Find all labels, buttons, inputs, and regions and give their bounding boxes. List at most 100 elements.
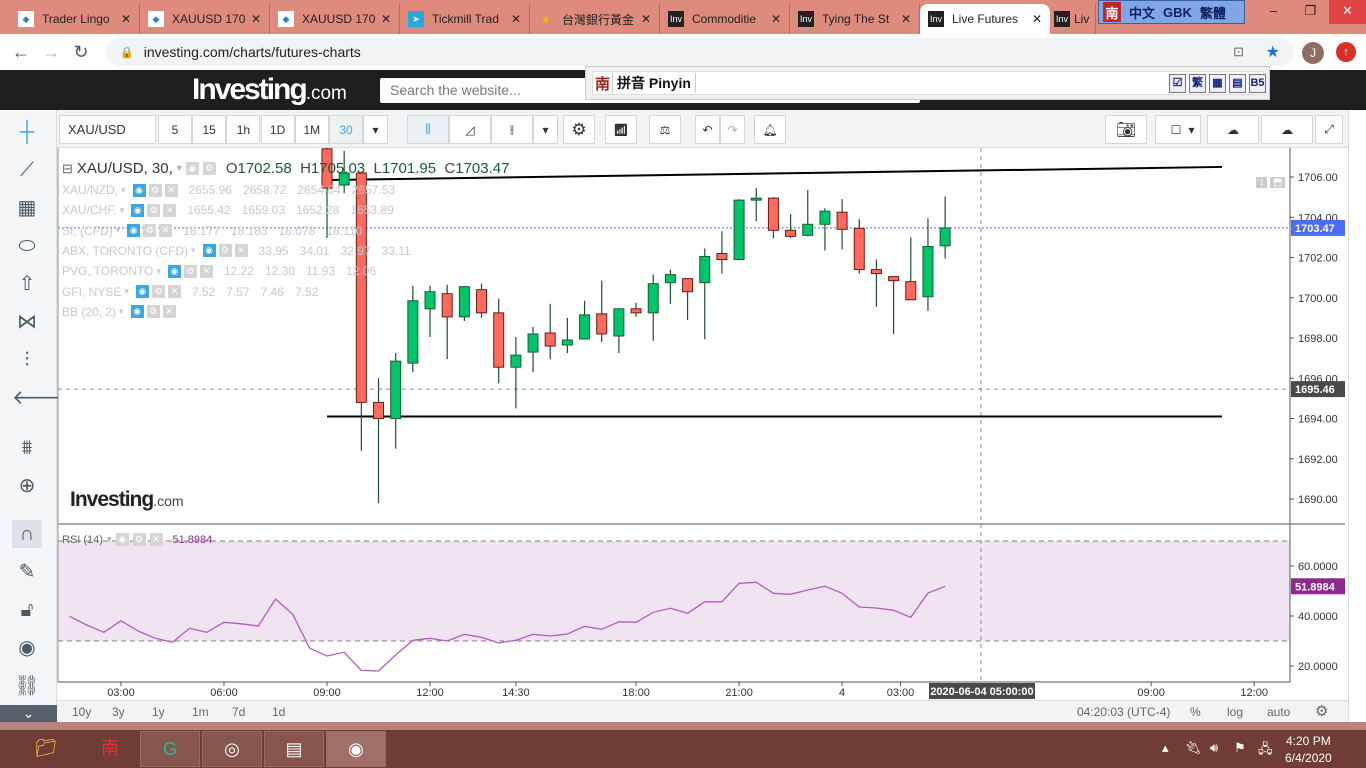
close-tab-icon[interactable]: ✕ bbox=[120, 12, 131, 26]
lock-drawing-icon[interactable]: ✎ bbox=[18, 561, 36, 583]
auto-scale-toggle[interactable]: auto bbox=[1267, 705, 1291, 719]
investing-logo[interactable]: Investing.com bbox=[192, 73, 347, 107]
chart-type-dropdown-icon[interactable]: ▾ bbox=[533, 115, 558, 144]
close-icon[interactable]: ✕ bbox=[199, 264, 213, 278]
gear-icon[interactable]: ⚙ bbox=[151, 285, 165, 298]
trendline-icon[interactable]: ⟋ bbox=[20, 159, 34, 181]
bars-icon[interactable]: ⫲ bbox=[491, 115, 533, 144]
unlock-icon[interactable]: 🔓︎ bbox=[20, 599, 34, 621]
percent-scale-toggle[interactable]: % bbox=[1190, 705, 1201, 719]
avatar[interactable]: J bbox=[1302, 42, 1324, 64]
close-icon[interactable]: ✕ bbox=[149, 533, 163, 546]
arrow-up-icon[interactable]: ⇧ bbox=[18, 273, 36, 295]
show-hidden-icons[interactable]: ▴ bbox=[1162, 740, 1169, 755]
browser-tab[interactable]: Inv Commoditie ✕ bbox=[660, 4, 790, 34]
page-scrollbar[interactable] bbox=[1348, 110, 1366, 722]
dropdown-icon[interactable]: ▾ bbox=[121, 184, 126, 195]
close-tab-icon[interactable]: ✕ bbox=[770, 12, 781, 26]
dropdown-icon[interactable]: ▾ bbox=[115, 225, 121, 236]
range-1m[interactable]: 1m bbox=[192, 705, 209, 719]
eye-icon[interactable]: ◉ bbox=[132, 183, 146, 197]
file-explorer-icon[interactable]: 📁︎ bbox=[34, 738, 58, 758]
interval-5[interactable]: 5 bbox=[158, 115, 192, 144]
browser-tab[interactable]: Inv Live Futures ✕ bbox=[920, 4, 1050, 34]
link-icon[interactable]: ⛓︎ bbox=[14, 675, 40, 697]
fibonacci-icon[interactable]: ▦ bbox=[17, 197, 37, 219]
undo-icon[interactable]: ↶ bbox=[695, 115, 720, 144]
browser-tab[interactable]: ◆ Trader Lingo ✕ bbox=[10, 4, 140, 34]
range-3y[interactable]: 3y bbox=[112, 705, 125, 719]
grammarly-icon[interactable]: G bbox=[140, 731, 200, 767]
browser-tab[interactable]: Inv Tying The St ✕ bbox=[790, 4, 920, 34]
range-1y[interactable]: 1y bbox=[152, 705, 165, 719]
close-icon[interactable]: ✕ bbox=[167, 285, 181, 298]
update-icon[interactable]: ↑ bbox=[1336, 42, 1356, 62]
close-tab-icon[interactable]: ✕ bbox=[640, 12, 651, 26]
settings-gear-icon[interactable]: ⚙ bbox=[563, 115, 595, 144]
pane-maximize-icon[interactable]: ⬒ bbox=[1270, 177, 1286, 188]
area-chart-icon[interactable]: ◿ bbox=[449, 115, 491, 144]
eye-icon[interactable]: ◉ bbox=[135, 285, 149, 298]
bookmark-star-icon[interactable]: ★ bbox=[1265, 44, 1280, 61]
pinyin-ime-bar[interactable]: 南 拼音 Pinyin ☑ 繁 ▦ ▤ B5 bbox=[585, 66, 1270, 100]
close-tab-icon[interactable]: ✕ bbox=[250, 12, 261, 26]
indicators-icon[interactable]: 📶︎ bbox=[605, 115, 637, 144]
browser-tab[interactable]: Inv Liv bbox=[1050, 4, 1096, 34]
dropdown-icon[interactable]: ▾ bbox=[156, 265, 161, 276]
fullscreen-icon[interactable]: ⤢ bbox=[1315, 115, 1343, 144]
close-icon[interactable]: ✕ bbox=[164, 183, 178, 197]
eye-icon[interactable]: ◉ bbox=[167, 264, 181, 278]
url-field[interactable]: 🔒 investing.com/charts/futures-charts ⊡ ★ bbox=[106, 38, 1294, 66]
eye-icon[interactable]: ◉ bbox=[185, 162, 199, 175]
color-dropdown-icon[interactable]: ▾ bbox=[1183, 115, 1201, 144]
browser-tab[interactable]: ◆ XAUUSD 170 ✕ bbox=[140, 4, 270, 34]
dropdown-icon[interactable]: ▾ bbox=[191, 245, 196, 256]
zoom-icon[interactable]: ⊕ bbox=[18, 475, 36, 497]
translate-icon[interactable]: ⊡ bbox=[1233, 44, 1244, 59]
interval-1D[interactable]: 1D bbox=[260, 115, 295, 144]
range-7d[interactable]: 7d bbox=[232, 705, 246, 719]
interval-15[interactable]: 15 bbox=[192, 115, 227, 144]
gear-icon[interactable]: ⚙ bbox=[218, 244, 232, 258]
cloud-download-icon[interactable]: ☁ bbox=[1207, 115, 1259, 144]
cloud-upload-icon[interactable]: ☁ bbox=[1261, 115, 1313, 144]
magnet-icon[interactable]: ∩ bbox=[12, 520, 42, 548]
reload-button[interactable]: ↻ bbox=[73, 41, 89, 62]
browser-tab[interactable]: ◆ XAUUSD 170 ✕ bbox=[270, 4, 400, 34]
alert-bell-icon[interactable]: 🔔︎ bbox=[754, 115, 786, 144]
gear-icon[interactable]: ⚙ bbox=[202, 162, 216, 175]
pattern-icon[interactable]: ⋈ bbox=[17, 311, 37, 333]
minimize-button[interactable]: – bbox=[1269, 3, 1278, 18]
pane-up-icon[interactable]: ↕ bbox=[1256, 177, 1267, 188]
close-tab-icon[interactable]: ✕ bbox=[1031, 12, 1042, 26]
timezone-clock[interactable]: 04:20:03 (UTC-4) bbox=[1077, 705, 1171, 719]
candles-icon[interactable]: ⫼ bbox=[407, 115, 449, 144]
prediction-icon[interactable]: ⫶ bbox=[24, 349, 30, 371]
log-scale-toggle[interactable]: log bbox=[1227, 705, 1244, 719]
dropdown-icon[interactable]: ▾ bbox=[119, 306, 124, 317]
ime-traditional[interactable]: 繁體 bbox=[1199, 5, 1226, 21]
close-tab-icon[interactable]: ✕ bbox=[380, 12, 391, 26]
gear-icon[interactable]: ⚙ bbox=[146, 305, 160, 319]
crosshair-icon[interactable]: ┼ bbox=[19, 121, 35, 143]
range-10y[interactable]: 10y bbox=[72, 705, 92, 719]
interval-30[interactable]: 30 bbox=[329, 115, 363, 144]
compare-scale-icon[interactable]: ⚖ bbox=[649, 115, 681, 144]
forward-button[interactable]: → bbox=[42, 41, 60, 62]
close-window-button[interactable]: ✕ bbox=[1329, 0, 1366, 24]
chrome-alt-icon[interactable]: ◎ bbox=[202, 731, 262, 767]
volume-icon[interactable]: 🔊︎ bbox=[1210, 740, 1219, 755]
taskbar-clock[interactable]: 4:20 PM 6/4/2020 bbox=[1285, 734, 1332, 765]
close-tab-icon[interactable]: ✕ bbox=[510, 12, 521, 26]
ime-language-bar[interactable]: 南 中文 GBK 繁體 bbox=[1098, 0, 1245, 24]
back-button[interactable]: ← bbox=[12, 41, 30, 62]
eye-icon[interactable]: ◉ bbox=[131, 203, 145, 217]
gear-icon[interactable]: ⚙ bbox=[183, 264, 197, 278]
notepad-icon[interactable]: ▤ bbox=[264, 731, 324, 767]
collapse-toolbar-button[interactable]: ⌄ bbox=[0, 705, 57, 727]
ime-encoding[interactable]: GBK bbox=[1163, 4, 1192, 20]
rsi-dropdown-icon[interactable]: ▾ bbox=[106, 534, 112, 544]
ime-lang[interactable]: 中文 bbox=[1129, 5, 1156, 21]
interval-1M[interactable]: 1M bbox=[294, 115, 329, 144]
